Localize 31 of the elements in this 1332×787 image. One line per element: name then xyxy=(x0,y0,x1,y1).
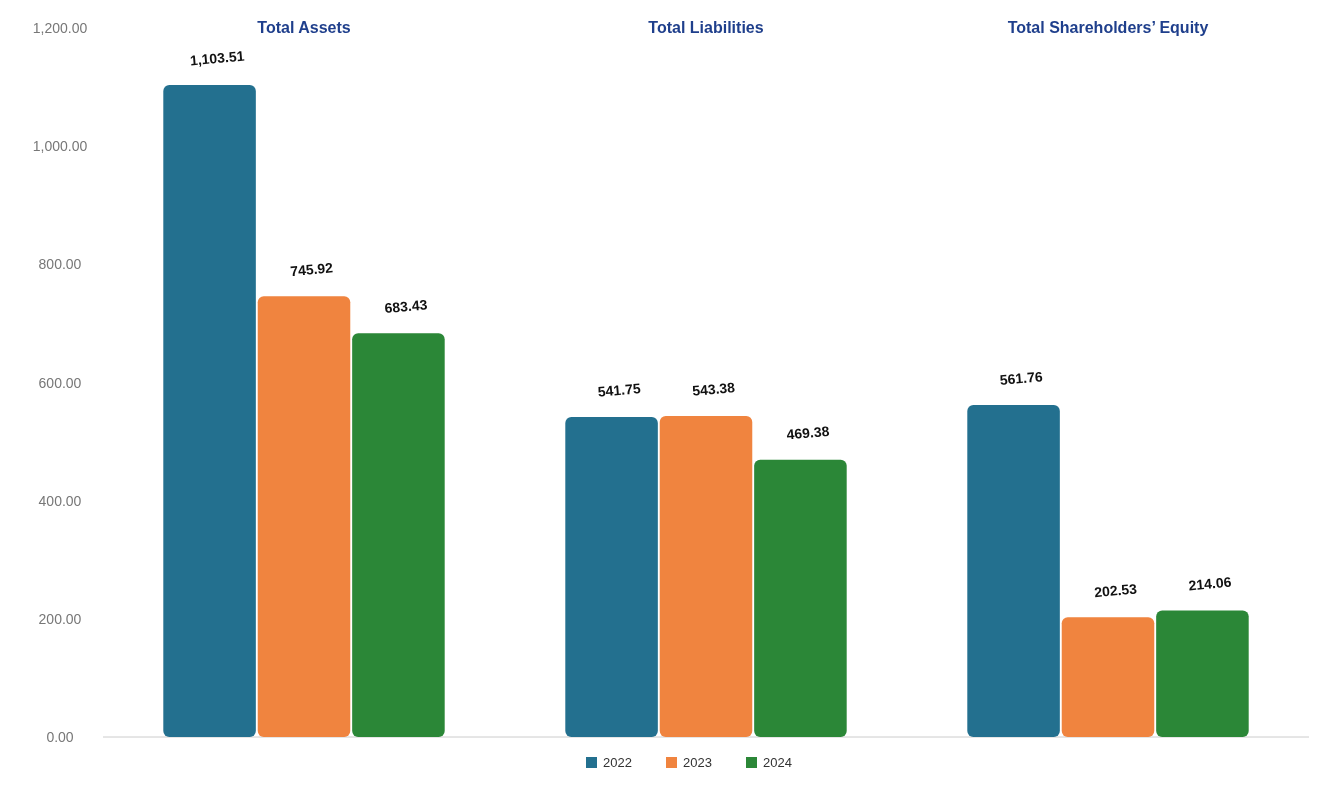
bar xyxy=(352,333,445,737)
y-tick-label: 1,000.00 xyxy=(32,138,88,155)
data-label: 541.75 xyxy=(597,380,642,400)
data-label: 214.06 xyxy=(1187,573,1233,594)
x-tick-label: Total Liabilities xyxy=(648,19,764,36)
y-tick-label: 0.00 xyxy=(46,729,74,745)
data-label: 561.76 xyxy=(999,368,1044,388)
x-tick-label: Total Shareholders’ Equity xyxy=(1007,19,1209,36)
bar xyxy=(967,405,1060,737)
bar xyxy=(659,415,753,737)
y-tick-label: 600.00 xyxy=(38,374,82,391)
data-label: 202.53 xyxy=(1093,580,1138,601)
bar xyxy=(257,296,351,737)
data-label: 1,103.51 xyxy=(189,47,246,69)
data-label: 469.38 xyxy=(785,422,831,443)
y-tick-label: 400.00 xyxy=(38,492,82,509)
legend-label: 2022 xyxy=(603,755,632,770)
data-label: 543.38 xyxy=(691,379,736,399)
legend-label: 2024 xyxy=(763,755,792,770)
y-tick-label: 800.00 xyxy=(38,256,82,273)
y-tick-label: 1,200.00 xyxy=(32,20,88,36)
legend-label: 2023 xyxy=(683,755,712,770)
bar xyxy=(754,459,847,737)
bar xyxy=(1156,610,1249,737)
bar xyxy=(565,416,658,737)
y-tick-label: 200.00 xyxy=(38,610,82,627)
data-label: 745.92 xyxy=(289,259,334,280)
bar xyxy=(163,85,256,737)
bar xyxy=(1061,617,1155,737)
x-tick-label: Total Assets xyxy=(257,19,351,36)
data-label: 683.43 xyxy=(383,296,429,317)
